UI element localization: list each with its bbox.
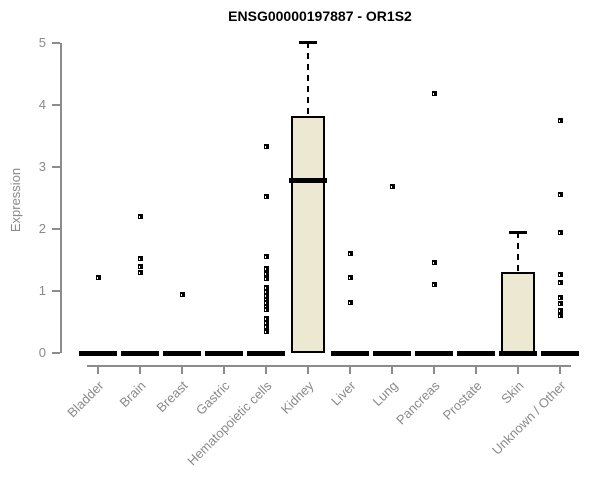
data-point: [263, 296, 269, 302]
boxplot-whisker-cap: [299, 40, 317, 44]
data-point: [557, 312, 563, 318]
data-point: [263, 289, 269, 295]
y-tick-label: 5: [38, 35, 46, 50]
data-point: [557, 271, 563, 277]
data-point: [263, 307, 269, 313]
boxplot-median-bar: [247, 350, 285, 356]
data-point: [263, 323, 269, 329]
y-tick-mark: [52, 352, 60, 354]
x-tick-mark: [517, 365, 519, 374]
x-tick-mark: [433, 365, 435, 374]
y-tick-label: 3: [38, 159, 46, 174]
data-point: [137, 269, 143, 275]
boxplot-whisker: [517, 232, 519, 273]
x-tick-mark: [139, 365, 141, 374]
y-tick-label: 1: [38, 283, 46, 298]
y-tick-label: 4: [38, 97, 46, 112]
boxplot-median-bar: [373, 350, 411, 356]
x-tick-mark: [97, 365, 99, 374]
data-point: [347, 250, 353, 256]
data-point: [431, 259, 437, 265]
data-point: [557, 118, 563, 123]
boxplot-whisker-cap: [509, 231, 527, 235]
data-point: [263, 276, 269, 282]
boxplot-whisker: [307, 41, 309, 117]
x-tick-mark: [349, 365, 351, 374]
data-point: [263, 329, 269, 335]
y-tick-mark: [52, 166, 60, 168]
x-tick-mark: [391, 365, 393, 374]
boxplot-median-bar: [79, 350, 117, 356]
data-point: [137, 263, 143, 269]
x-tick-mark: [181, 365, 183, 374]
data-point: [263, 320, 269, 326]
y-tick-label: 2: [38, 221, 46, 236]
data-point: [557, 308, 563, 314]
boxplot-box: [501, 272, 535, 353]
data-point: [263, 265, 269, 271]
x-tick-mark: [223, 365, 225, 374]
data-point: [263, 285, 269, 291]
data-point: [137, 256, 143, 262]
y-tick-mark: [52, 228, 60, 230]
data-point: [95, 274, 101, 280]
data-point: [431, 91, 437, 97]
x-tick-mark: [265, 365, 267, 374]
data-point: [263, 292, 269, 298]
x-tick-mark: [559, 365, 561, 374]
boxplot-median-bar: [415, 350, 453, 356]
boxplot-median-bar: [163, 350, 201, 356]
y-tick-mark: [52, 42, 60, 44]
data-point: [431, 281, 437, 287]
boxplot-median-bar: [121, 350, 159, 356]
data-point: [137, 214, 143, 220]
data-point: [263, 315, 269, 321]
boxplot-median-bar: [289, 178, 327, 184]
boxplot-median-bar: [541, 350, 579, 356]
data-point: [389, 183, 395, 189]
data-point: [263, 271, 269, 277]
data-point: [263, 194, 269, 200]
chart-title: ENSG00000197887 - OR1S2: [228, 8, 412, 24]
data-point: [179, 291, 185, 297]
data-point: [557, 230, 563, 236]
boxplot-median-bar: [499, 350, 537, 356]
data-point: [557, 191, 563, 197]
data-point: [263, 144, 269, 150]
data-point: [557, 280, 563, 286]
boxplot-box: [291, 116, 325, 353]
data-point: [347, 275, 353, 281]
y-tick-mark: [52, 290, 60, 292]
boxplot-median-bar: [331, 350, 369, 356]
data-point: [263, 253, 269, 259]
x-tick-mark: [475, 365, 477, 374]
boxplot-median-bar: [205, 350, 243, 356]
data-point: [263, 300, 269, 306]
data-point: [347, 300, 353, 306]
y-axis-line: [60, 43, 62, 353]
x-tick-mark: [307, 365, 309, 374]
data-point: [557, 295, 563, 301]
y-tick-mark: [52, 104, 60, 106]
y-tick-label: 0: [38, 345, 46, 360]
data-point: [557, 300, 563, 306]
x-axis-line: [87, 365, 571, 367]
boxplot-median-bar: [457, 350, 495, 356]
